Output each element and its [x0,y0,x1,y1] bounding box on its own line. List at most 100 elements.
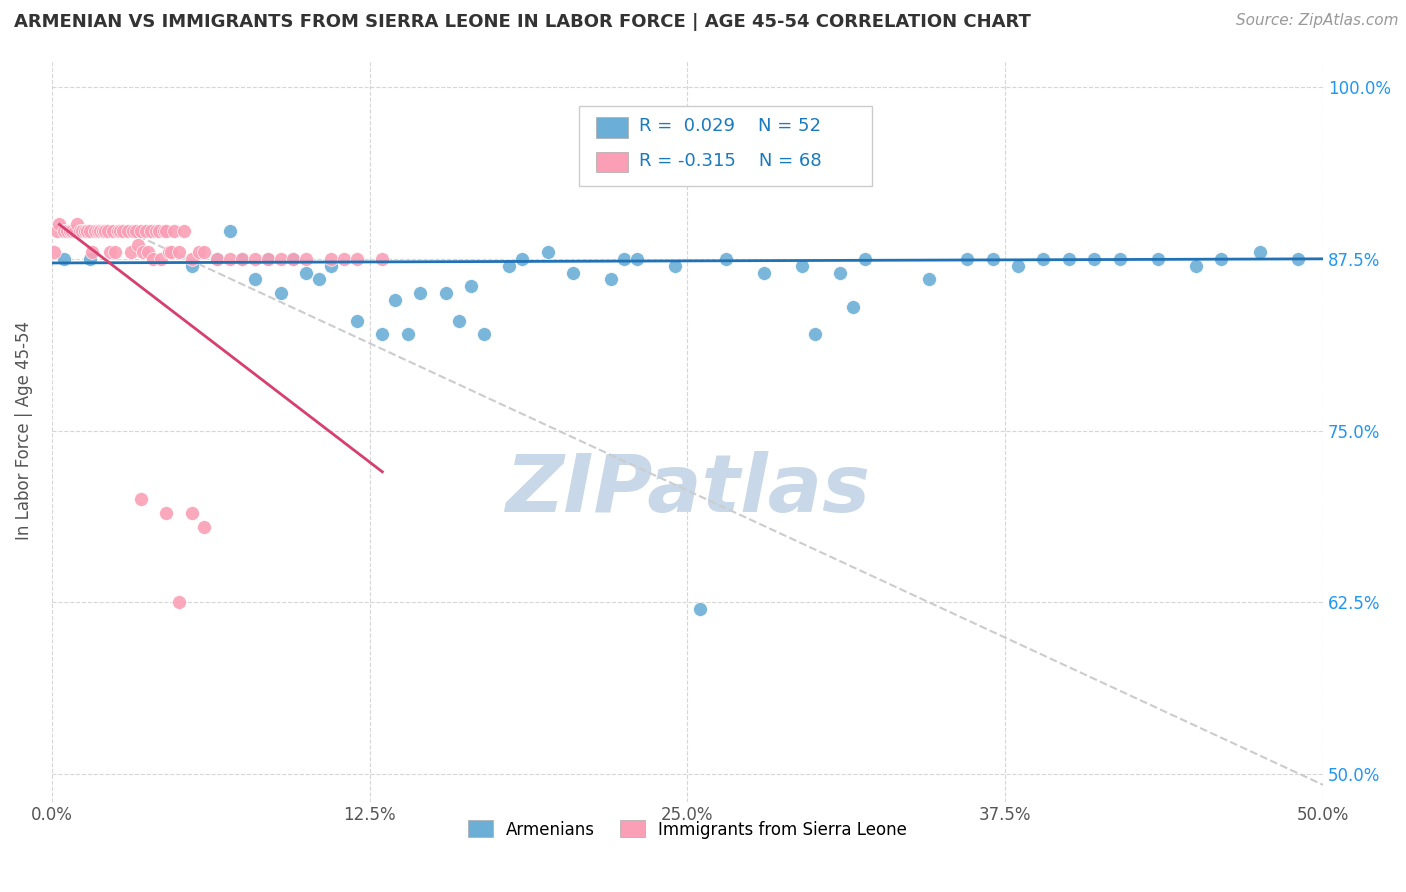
Point [91,224,114,238]
Point [86,224,108,238]
Point [104,244,127,259]
Point [1147,252,1170,266]
Point [956,252,979,266]
Point [371,252,394,266]
Text: R = -0.315    N = 68: R = -0.315 N = 68 [640,153,821,170]
Point [145,224,167,238]
Point [142,224,165,238]
Point [1286,252,1309,266]
Point [127,238,149,252]
Point [1057,252,1080,266]
Point [56,224,79,238]
Point [1108,252,1130,266]
Point [107,224,129,238]
Point [460,279,482,293]
Point [243,252,266,266]
Point [148,224,170,238]
Point [155,506,177,520]
Point [193,244,215,259]
Point [321,259,343,273]
Point [664,259,686,273]
Point [117,224,139,238]
Point [150,252,173,266]
Text: ZIPatlas: ZIPatlas [505,451,870,529]
Point [135,224,157,238]
Point [205,252,228,266]
Text: R =  0.029    N = 52: R = 0.029 N = 52 [640,118,821,136]
Point [45,224,67,238]
Point [139,224,162,238]
Point [1211,252,1233,266]
FancyBboxPatch shape [579,106,872,186]
Point [626,252,648,266]
Point [536,244,558,259]
Point [600,272,623,286]
Point [333,252,356,266]
Point [167,595,190,609]
Point [173,224,195,238]
Point [270,252,292,266]
Point [283,252,305,266]
Point [295,266,318,280]
Point [472,327,495,342]
Point [101,224,124,238]
Point [295,252,318,266]
Point [124,224,146,238]
Point [193,520,215,534]
Point [308,272,330,286]
Point [89,224,111,238]
Point [180,252,202,266]
Point [160,244,183,259]
Point [981,252,1004,266]
Point [120,244,142,259]
Y-axis label: In Labor Force | Age 45-54: In Labor Force | Age 45-54 [15,321,32,540]
Point [790,259,813,273]
Point [346,313,368,327]
Point [409,286,432,301]
Point [371,327,394,342]
Point [44,244,66,259]
Point [752,266,775,280]
Point [60,224,83,238]
Point [218,252,240,266]
Point [111,224,134,238]
Point [53,252,76,266]
Point [132,244,155,259]
Point [689,602,711,616]
Point [58,224,80,238]
Point [94,224,117,238]
Point [231,252,253,266]
Point [714,252,737,266]
Point [129,224,152,238]
Point [155,224,177,238]
Point [66,218,89,232]
Point [82,244,104,259]
Point [841,300,863,314]
Point [53,224,76,238]
Point [205,252,228,266]
Point [828,266,851,280]
Point [257,252,280,266]
Point [257,252,280,266]
Point [918,272,941,286]
Point [1032,252,1054,266]
Point [48,218,70,232]
Point [157,244,180,259]
Point [283,252,305,266]
Point [396,327,419,342]
Point [270,286,292,301]
Point [163,224,186,238]
Point [138,244,160,259]
Point [243,272,266,286]
Point [1007,259,1029,273]
Text: Source: ZipAtlas.com: Source: ZipAtlas.com [1236,13,1399,29]
FancyBboxPatch shape [596,117,627,137]
Point [98,244,121,259]
Point [1249,244,1271,259]
Point [152,224,174,238]
Point [84,224,107,238]
Point [321,252,343,266]
Point [498,259,520,273]
Point [434,286,457,301]
FancyBboxPatch shape [596,152,627,172]
